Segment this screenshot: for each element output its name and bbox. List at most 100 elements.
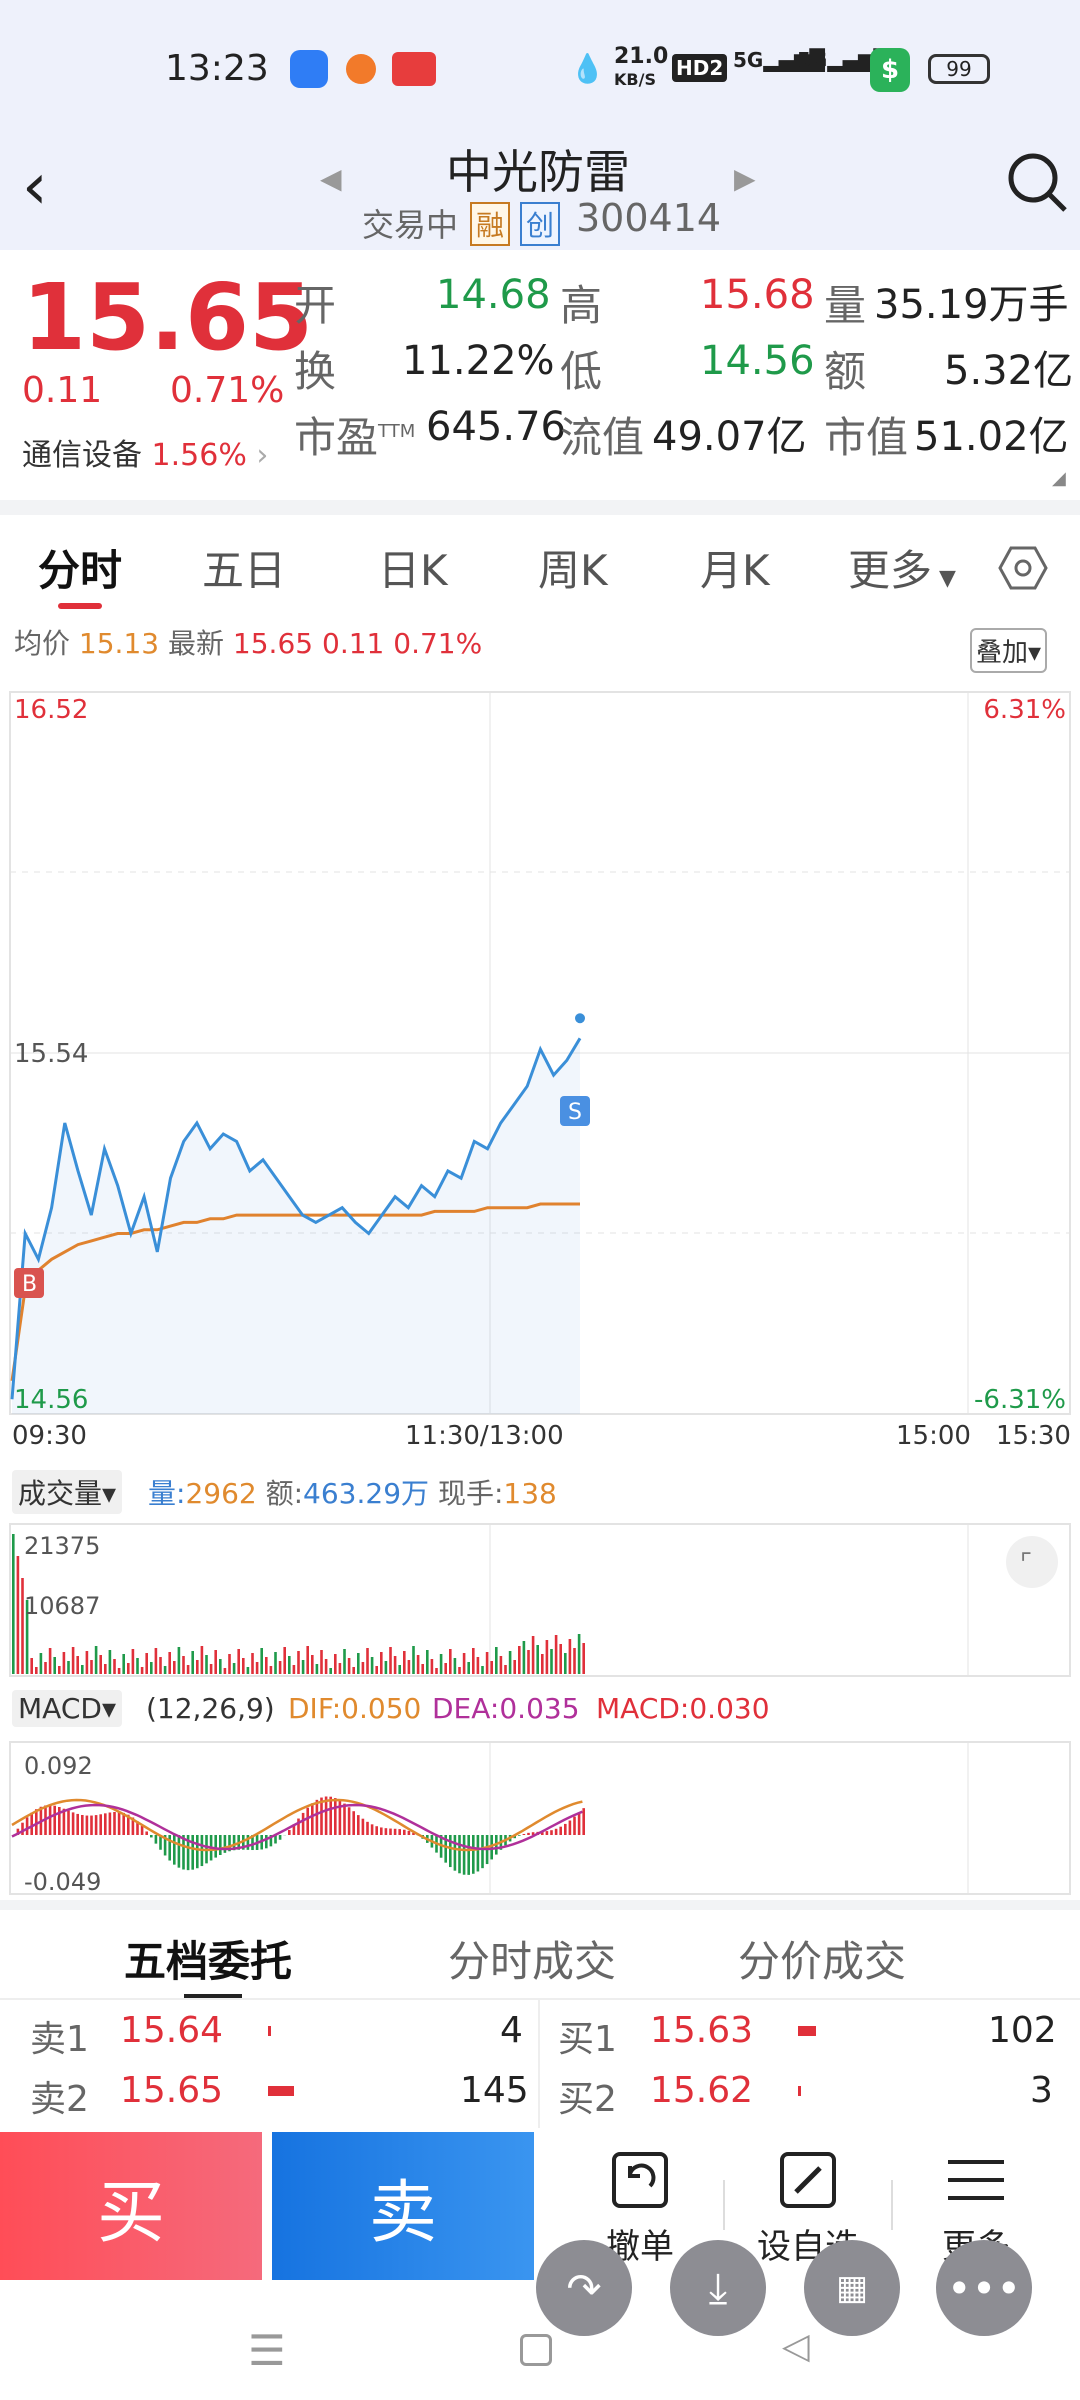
expand-corner-icon[interactable]: ◢: [1052, 468, 1066, 489]
macd-bar: [81, 1814, 84, 1835]
macd-bar: [67, 1810, 70, 1835]
volume-stats: 量:2962 额:463.29万 现手:138: [148, 1477, 557, 1510]
sell-button[interactable]: 卖: [272, 2132, 534, 2280]
macd-selector[interactable]: MACD▾: [12, 1690, 122, 1727]
y-mid-label: 15.54: [14, 1039, 88, 1069]
tab-time-trades[interactable]: 分时成交: [448, 1937, 617, 1986]
volume-bar: [76, 1656, 79, 1674]
download-icon[interactable]: ⤓: [670, 2240, 766, 2336]
tab-monthly-k[interactable]: 月K: [700, 546, 770, 595]
volume-bar: [122, 1654, 125, 1674]
volume-bar: [108, 1650, 112, 1674]
search-icon[interactable]: [1005, 150, 1069, 214]
volume-bar: [476, 1657, 480, 1674]
amount-label: 额: [824, 347, 867, 396]
fullscreen-icon[interactable]: [1006, 1536, 1058, 1588]
volume-bar: [582, 1643, 585, 1674]
app-notify-icon: [346, 54, 376, 84]
more-dots-icon[interactable]: •••: [936, 2240, 1032, 2336]
macd-bar: [306, 1807, 309, 1835]
macd-bar: [472, 1835, 475, 1874]
macd-chart[interactable]: 0.092 -0.049: [0, 1740, 1080, 1900]
macd-bar: [481, 1835, 484, 1869]
overlay-button[interactable]: 叠加▾: [970, 628, 1048, 673]
volume-bar: [223, 1668, 227, 1674]
macd-bar: [343, 1803, 346, 1835]
macd-bar: [577, 1812, 581, 1835]
divider: [723, 2180, 725, 2230]
battery-icon: 99: [928, 54, 990, 84]
back-icon[interactable]: ‹: [22, 150, 48, 224]
volume-bar: [426, 1650, 429, 1674]
volume-bar: [370, 1657, 374, 1674]
float-cap-label: 流值: [560, 413, 645, 462]
period-tabs: 分时 五日 日K 周K 月K 更多 ▼: [0, 515, 1080, 610]
volume-bar: [403, 1651, 406, 1674]
latest-pct: 0.71%: [393, 627, 483, 660]
apps-grid-icon[interactable]: ▦: [804, 2240, 900, 2336]
latest-label: 最新: [168, 627, 225, 660]
macd-bar: [361, 1818, 365, 1835]
macd-bar: [288, 1829, 291, 1835]
nav-recents-icon[interactable]: ☰: [248, 2326, 286, 2375]
macd-bar: [182, 1835, 185, 1870]
volume-bar: [104, 1664, 107, 1674]
tab-5day[interactable]: 五日: [202, 546, 287, 595]
volume-bar: [136, 1658, 139, 1674]
intraday-chart[interactable]: BS 16.52 15.54 14.56 6.31% -6.31% 09:30 …: [0, 686, 1080, 1456]
macd-bar: [384, 1828, 388, 1835]
macd-bar: [449, 1835, 452, 1868]
tab-order-book[interactable]: 五档委托: [124, 1937, 293, 1986]
macd-bar: [76, 1813, 79, 1835]
macd-bar: [412, 1832, 415, 1835]
volume-chart[interactable]: 21375 10687 ⌜: [0, 1522, 1080, 1682]
volume-bar: [541, 1654, 544, 1674]
macd-dif: DIF:0.050: [288, 1692, 422, 1725]
volume-bar: [338, 1663, 342, 1674]
macd-bar: [30, 1812, 33, 1835]
bid1-price: 15.63: [650, 2010, 754, 2051]
share-icon[interactable]: ↷: [536, 2240, 632, 2336]
ask2-price: 15.65: [120, 2070, 224, 2111]
volume-bar: [292, 1665, 296, 1674]
tab-daily-k[interactable]: 日K: [378, 546, 448, 595]
tab-intraday[interactable]: 分时: [38, 546, 123, 595]
nav-back-icon[interactable]: ◁: [782, 2326, 810, 2367]
volume-bar: [568, 1639, 572, 1674]
volume-bar: [320, 1650, 323, 1674]
volume-selector[interactable]: 成交量▾: [12, 1470, 123, 1514]
app-notify-icon: [290, 50, 328, 88]
volume-bar: [315, 1664, 319, 1674]
x-label-close: 15:00: [896, 1421, 971, 1451]
volume-bar: [430, 1659, 434, 1674]
next-stock-icon[interactable]: ▶: [734, 162, 756, 195]
x-label-noon: 11:30/13:00: [405, 1421, 564, 1451]
buy-button[interactable]: 买: [0, 2132, 262, 2280]
volume-bar: [449, 1649, 452, 1674]
volume-bar: [297, 1651, 300, 1674]
volume-bar: [200, 1646, 204, 1674]
macd-bar: [398, 1829, 401, 1835]
volume-bar: [131, 1649, 135, 1674]
tab-weekly-k[interactable]: 周K: [538, 546, 608, 595]
macd-bar: [163, 1835, 167, 1856]
nav-home-icon[interactable]: [520, 2334, 552, 2366]
volume-bar: [90, 1660, 93, 1674]
macd-bar: [25, 1817, 29, 1835]
volume-bar: [168, 1652, 171, 1674]
macd-bar: [490, 1835, 493, 1860]
volume-bar: [508, 1651, 512, 1674]
macd-bar: [99, 1814, 102, 1835]
tab-price-trades[interactable]: 分价成交: [738, 1937, 907, 1986]
pct-min-label: -6.31%: [974, 1385, 1066, 1415]
app-notify-icon: [392, 52, 436, 86]
macd-bar: [53, 1805, 56, 1835]
status-bar: 13:23 💧 21.0 KB/S HD2 5G▂▄▆█ 5G▂▄▆█ $ 99: [0, 0, 1080, 130]
prev-stock-icon[interactable]: ◀: [320, 162, 342, 195]
macd-bar: [94, 1815, 98, 1835]
last-price: 15.65: [22, 264, 314, 371]
tab-more[interactable]: 更多 ▼: [848, 546, 956, 595]
settings-hex-icon[interactable]: [998, 545, 1048, 591]
macd-bar: [403, 1829, 406, 1835]
sector-link[interactable]: 通信设备 1.56% ›: [22, 438, 269, 473]
